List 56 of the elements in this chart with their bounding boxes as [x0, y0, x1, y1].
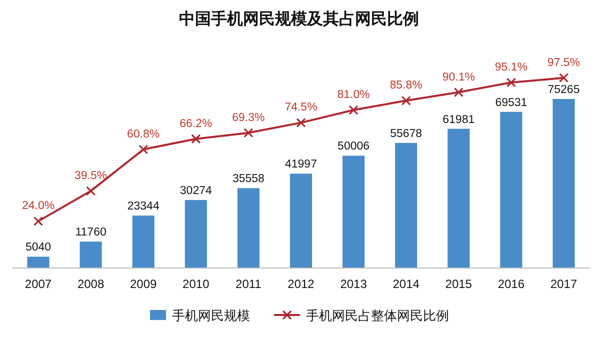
data-label: 81.0% [337, 89, 370, 102]
point [348, 105, 358, 115]
x-tick-label: 2009 [130, 277, 158, 291]
point [244, 128, 254, 138]
bar [342, 156, 365, 268]
data-label: 85.8% [390, 80, 422, 92]
x-tick-label: 2014 [392, 277, 420, 291]
x-tick-label: 2012 [288, 277, 315, 291]
point [33, 216, 44, 226]
x-tick-label: 2007 [24, 277, 52, 291]
point [138, 144, 148, 154]
data-label: 69531 [495, 96, 528, 109]
x-tick-label: 2017 [550, 277, 578, 291]
data-label: 66.2% [180, 118, 212, 130]
point [86, 186, 96, 196]
data-label: 30274 [180, 185, 212, 198]
data-label: 95.1% [494, 62, 528, 74]
x-tick-label: 2016 [498, 277, 525, 291]
legend-label: 手机网民规模 [172, 308, 250, 323]
x-tick-label: 2010 [182, 277, 210, 291]
data-label: 41997 [285, 158, 317, 171]
bar [184, 200, 207, 268]
point [454, 87, 464, 98]
data-label: 69.3% [232, 112, 265, 124]
x-tick-label: 2015 [445, 277, 472, 291]
bar [80, 242, 102, 268]
x-tick-label: 2008 [77, 277, 104, 291]
data-label: 60.8% [127, 128, 160, 140]
bar [448, 128, 470, 268]
point [401, 96, 411, 106]
data-label: 55678 [390, 128, 422, 140]
bar [290, 174, 312, 268]
chart-title: 中国手机网民规模及其占网民比例 [179, 10, 419, 28]
data-label: 39.5% [74, 170, 108, 182]
legend-label: 手机网民占整体网民比例 [306, 308, 449, 323]
bar [395, 142, 418, 268]
data-label: 11760 [75, 226, 106, 239]
data-label: 97.5% [547, 56, 580, 69]
x-tick-label: 2013 [340, 277, 368, 291]
bar [27, 256, 50, 268]
bar [552, 98, 575, 268]
data-label: 75265 [548, 84, 580, 96]
data-label: 90.1% [442, 71, 475, 84]
bar [132, 216, 154, 268]
x-tick-label: 2011 [236, 277, 262, 291]
data-label: 5040 [25, 242, 52, 254]
bar [237, 188, 260, 268]
point [296, 118, 306, 128]
data-label: 35558 [232, 173, 264, 186]
data-label: 24.0% [22, 200, 55, 212]
data-label: 23344 [127, 200, 160, 213]
bar [500, 112, 522, 268]
data-label: 61981 [442, 114, 475, 126]
data-label: 74.5% [284, 102, 318, 114]
data-label: 50006 [338, 140, 370, 153]
point [191, 134, 201, 144]
